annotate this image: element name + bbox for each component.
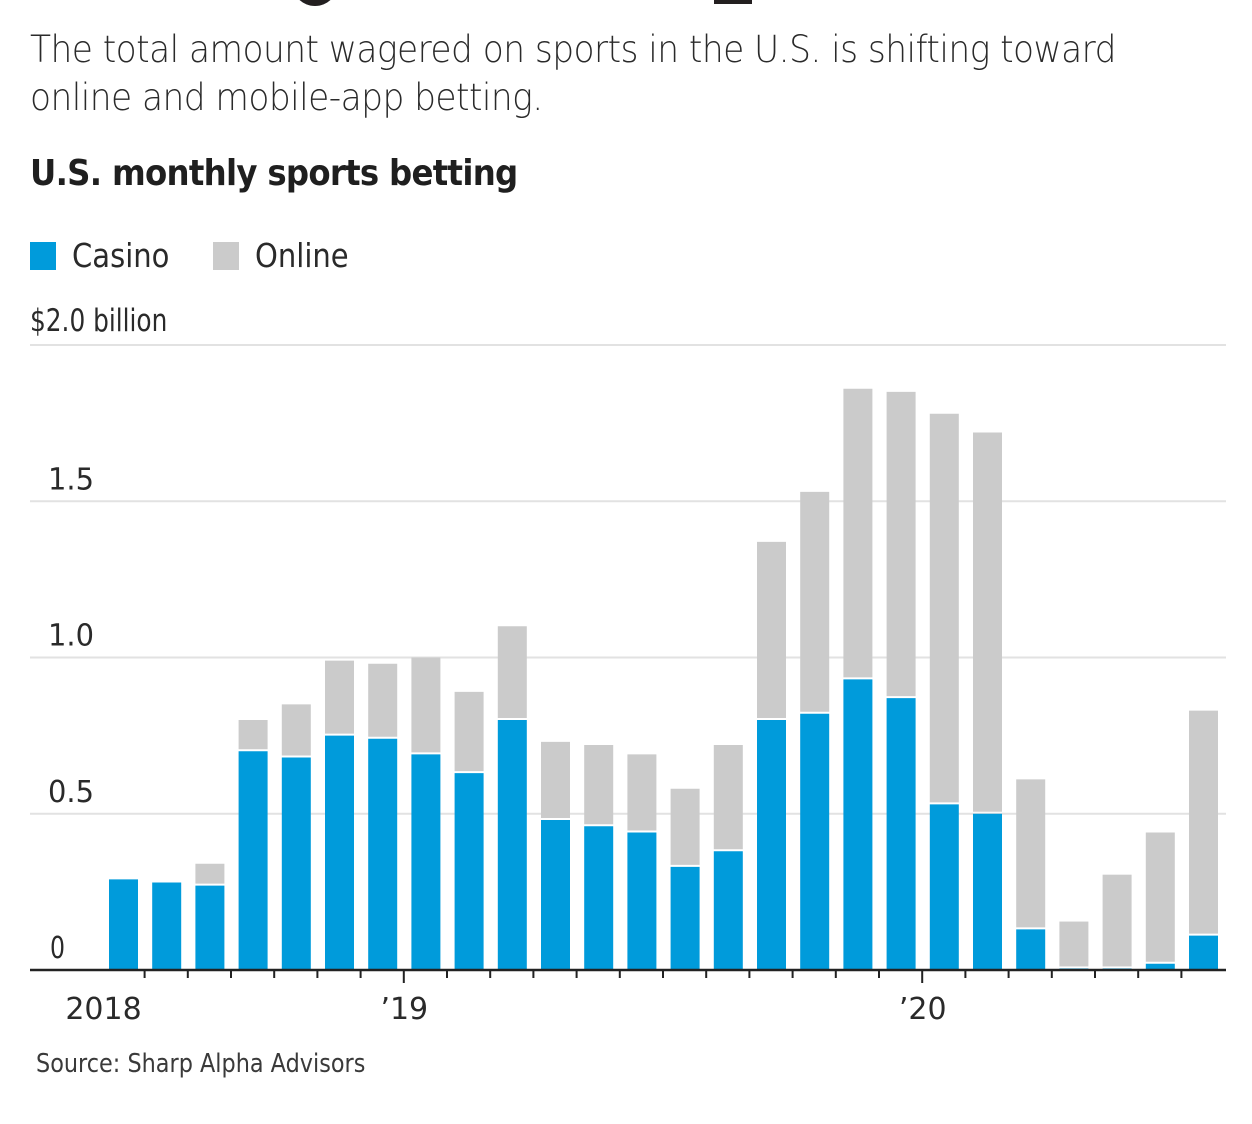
bar-online [238, 720, 268, 750]
bar-online [1189, 710, 1218, 934]
headline-fragment [714, 0, 752, 4]
bar-casino [757, 720, 786, 970]
y-tick-label: 1.0 [48, 619, 94, 654]
legend: Casino Online [30, 236, 391, 275]
bar-online [584, 745, 614, 825]
bar-casino [109, 879, 138, 970]
bar-online [1059, 921, 1089, 967]
bar-online [325, 660, 354, 734]
bar-online [1145, 832, 1175, 962]
chart-title: U.S. monthly sports betting [30, 153, 518, 194]
y-tick-label: 0.5 [48, 775, 94, 810]
x-tick-label: ’19 [380, 992, 428, 1027]
legend-item-casino: Casino [30, 236, 183, 275]
bar-casino [627, 832, 657, 970]
legend-item-online: Online [212, 236, 361, 275]
bar-online [757, 541, 786, 718]
bar-casino [325, 735, 354, 970]
bar-online [281, 704, 311, 756]
dek-text: The total amount wagered on sports in th… [30, 28, 1116, 119]
bar-online [454, 691, 484, 772]
bar-online [627, 754, 657, 831]
bar-casino [1145, 963, 1175, 970]
legend-label: Casino [72, 236, 170, 275]
bar-casino [800, 713, 830, 970]
bar-online [800, 491, 830, 712]
bar-casino [584, 826, 614, 970]
bar-casino [368, 738, 398, 970]
bar-online [713, 745, 743, 850]
bar-online [886, 391, 916, 697]
bar-casino [152, 882, 182, 970]
casino-swatch-icon [30, 241, 56, 270]
bar-casino [1016, 929, 1046, 970]
bar-casino [195, 885, 225, 970]
bar-casino [670, 866, 700, 970]
online-swatch-icon [212, 241, 239, 270]
bar-online [541, 741, 570, 818]
bar-casino [843, 679, 873, 970]
bar-casino [281, 757, 311, 970]
bar-casino [497, 720, 527, 970]
bar-casino [929, 804, 959, 970]
bar-online [929, 413, 959, 803]
bar-casino [973, 813, 1002, 970]
source-note: Source: Sharp Alpha Advisors [36, 1049, 366, 1079]
bar-casino [454, 773, 484, 970]
bar-online [1016, 779, 1046, 928]
headline-fragment [292, 0, 338, 6]
bar-casino [1189, 935, 1218, 970]
bar-online [411, 657, 441, 753]
y-tick-label: 0 [50, 931, 65, 966]
bar-casino [541, 820, 570, 970]
bar-casino [886, 698, 916, 970]
x-tick-label: ’20 [899, 992, 947, 1027]
bar-online [497, 626, 527, 718]
bar-casino [411, 754, 441, 970]
bar-online [843, 388, 873, 678]
bar-online [368, 663, 398, 737]
bar-online [195, 863, 225, 884]
y-tick-label: 1.5 [48, 462, 94, 497]
bar-online [1102, 874, 1132, 967]
bar-casino [713, 851, 743, 970]
x-tick-label: 2018 [65, 992, 141, 1027]
legend-label: Online [254, 236, 349, 275]
bar-online [670, 788, 700, 865]
bar-online [973, 432, 1002, 812]
bar-casino [238, 751, 268, 970]
y-axis-unit-label: $2.0 billion [30, 303, 168, 339]
